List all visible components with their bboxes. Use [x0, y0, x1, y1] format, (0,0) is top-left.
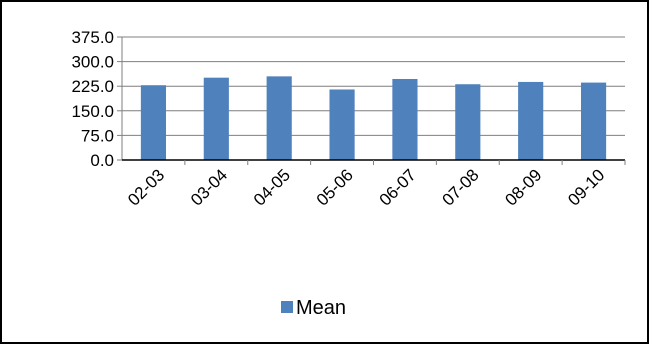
bars — [140, 76, 607, 160]
bar — [329, 89, 355, 160]
legend-label: Mean — [296, 297, 346, 319]
bar — [518, 81, 544, 160]
bar — [203, 77, 229, 160]
legend-swatch — [281, 301, 293, 313]
bar — [266, 76, 292, 160]
bar — [140, 85, 167, 160]
y-tick-labels: 375.0 300.0 225.0 150.0 75.0 0.0 — [71, 28, 114, 170]
legend: Mean — [281, 297, 346, 319]
y-tick-label: 375.0 — [71, 28, 114, 47]
y-tick-label: 150.0 — [71, 102, 114, 121]
y-tick-label: 225.0 — [71, 77, 114, 96]
y-tick-label: 0.0 — [90, 151, 114, 170]
bar — [392, 78, 418, 160]
y-tick-label: 75.0 — [81, 126, 114, 145]
y-tick-label: 300.0 — [71, 53, 114, 72]
axes — [121, 37, 626, 165]
bar — [455, 84, 481, 160]
bar — [580, 82, 607, 160]
